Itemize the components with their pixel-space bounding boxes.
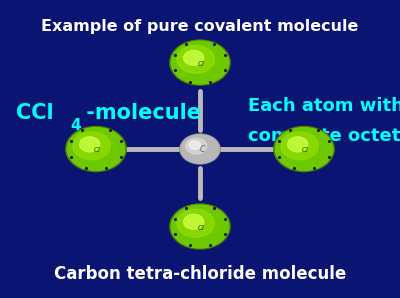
Circle shape	[189, 141, 200, 149]
Circle shape	[274, 126, 334, 172]
Circle shape	[177, 45, 214, 73]
Circle shape	[288, 137, 308, 152]
Circle shape	[184, 214, 204, 229]
Circle shape	[171, 41, 229, 84]
Circle shape	[180, 134, 220, 164]
Circle shape	[184, 50, 204, 65]
Text: 4: 4	[70, 118, 81, 133]
Text: C: C	[199, 145, 205, 154]
Text: complete octet: complete octet	[248, 127, 400, 145]
Text: Each atom with: Each atom with	[248, 97, 400, 115]
Circle shape	[170, 204, 230, 249]
Circle shape	[177, 209, 214, 237]
Text: Carbon tetra-chloride molecule: Carbon tetra-chloride molecule	[54, 265, 346, 283]
Circle shape	[80, 137, 100, 152]
Circle shape	[73, 132, 110, 160]
Circle shape	[181, 135, 219, 163]
Circle shape	[186, 138, 207, 154]
Text: CCl: CCl	[16, 103, 54, 123]
Circle shape	[67, 128, 125, 170]
Circle shape	[281, 132, 318, 160]
Text: Cl: Cl	[302, 147, 309, 153]
Text: Cl: Cl	[94, 147, 101, 153]
Text: Example of pure covalent molecule: Example of pure covalent molecule	[41, 19, 359, 34]
Circle shape	[275, 128, 333, 170]
Circle shape	[170, 40, 230, 85]
Circle shape	[171, 205, 229, 248]
Text: Cl: Cl	[198, 225, 205, 231]
Text: -molecule: -molecule	[79, 103, 201, 123]
Text: Cl: Cl	[198, 61, 205, 67]
Circle shape	[66, 126, 126, 172]
